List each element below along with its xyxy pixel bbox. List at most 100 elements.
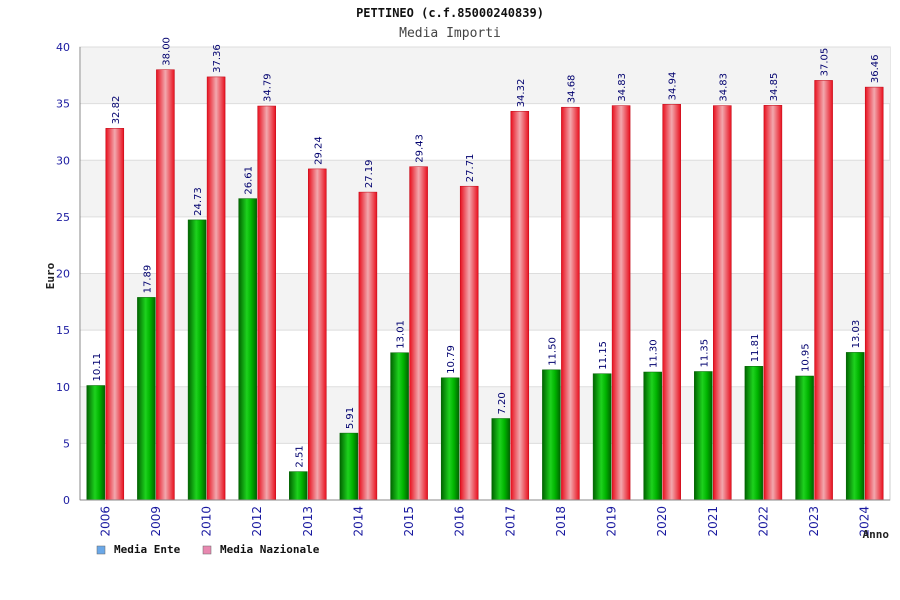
- bar-media-ente: [643, 371, 662, 501]
- bar-media-nazionale: [561, 106, 580, 501]
- data-label-media-nazionale: 36.46: [870, 54, 881, 83]
- data-label-media-ente: 24.73: [193, 187, 204, 216]
- data-label-media-nazionale: 27.71: [465, 154, 476, 183]
- x-axis-label: Anno: [863, 528, 890, 541]
- y-tick-label: 0: [63, 494, 70, 507]
- chart-subtitle: Media Importi: [399, 26, 501, 41]
- data-label-media-nazionale: 34.85: [769, 73, 780, 102]
- bar-media-nazionale: [510, 111, 530, 501]
- x-tick-label: 2023: [807, 506, 821, 537]
- bar-media-ente: [795, 375, 814, 501]
- data-label-media-ente: 11.30: [649, 339, 660, 368]
- x-tick-label: 2024: [858, 506, 872, 537]
- legend-swatch-media-nazionale: [202, 545, 212, 555]
- data-label-media-ente: 7.20: [497, 392, 508, 414]
- bar-media-ente: [694, 371, 713, 501]
- data-label-media-ente: 17.89: [142, 265, 153, 294]
- bar-media-nazionale: [611, 105, 631, 501]
- bar-media-ente: [238, 198, 257, 501]
- data-label-media-nazionale: 34.83: [617, 73, 628, 102]
- x-tick-label: 2019: [605, 506, 619, 537]
- x-tick-label: 2020: [655, 506, 669, 537]
- x-tick-label: 2014: [351, 506, 365, 537]
- x-tick-label: 2018: [554, 506, 568, 537]
- x-axis-ticks: 2006 2009 2010 2012 2013 2014 2015 2016 2017 2018…: [98, 506, 871, 537]
- bar-media-nazionale: [409, 166, 428, 501]
- legend-swatch-media-ente: [96, 545, 106, 555]
- bar-media-ente: [86, 385, 106, 501]
- x-tick-label: 2009: [149, 506, 163, 537]
- x-tick-label: 2017: [503, 506, 517, 537]
- bars: [86, 69, 884, 501]
- bar-media-nazionale: [864, 86, 884, 501]
- data-label-media-nazionale: 34.83: [718, 73, 729, 102]
- bar-media-nazionale: [105, 128, 125, 501]
- data-label-media-nazionale: 38.00: [161, 37, 172, 66]
- legend: Media Ente Media Nazionale: [96, 543, 320, 556]
- x-tick-label: 2016: [453, 506, 467, 537]
- y-axis-ticks: 0 5 10 15 20 25 30 35 40: [56, 41, 70, 507]
- bar-media-ente: [390, 352, 409, 501]
- bar-media-ente: [339, 432, 359, 501]
- data-label-media-ente: 11.81: [750, 334, 761, 363]
- bar-media-nazionale: [662, 104, 681, 501]
- data-label-media-ente: 11.50: [547, 337, 558, 366]
- bar-media-ente: [542, 369, 561, 501]
- data-label-media-nazionale: 29.24: [313, 136, 324, 165]
- y-axis-label: Euro: [44, 262, 57, 289]
- data-label-media-ente: 13.03: [851, 320, 862, 349]
- bar-media-ente: [440, 377, 460, 501]
- x-tick-label: 2006: [98, 506, 112, 537]
- data-label-media-nazionale: 29.43: [415, 134, 426, 163]
- bar-media-ente: [137, 297, 156, 501]
- y-tick-label: 20: [56, 268, 70, 281]
- data-label-media-ente: 11.15: [598, 341, 609, 370]
- x-tick-label: 2010: [200, 506, 214, 537]
- y-tick-label: 15: [56, 324, 70, 337]
- y-tick-label: 10: [56, 381, 70, 394]
- legend-label-media-nazionale: Media Nazionale: [220, 543, 320, 556]
- data-label-media-nazionale: 37.05: [820, 48, 831, 77]
- bar-media-ente: [187, 219, 207, 501]
- data-label-media-ente: 10.95: [801, 343, 812, 372]
- bar-media-nazionale: [763, 105, 783, 501]
- bar-media-ente: [491, 418, 511, 501]
- y-tick-label: 30: [56, 154, 70, 167]
- data-label-media-nazionale: 37.36: [212, 44, 223, 73]
- data-label-media-ente: 2.51: [294, 445, 305, 467]
- x-tick-label: 2013: [301, 506, 315, 537]
- data-label-media-nazionale: 34.32: [516, 79, 527, 108]
- bar-media-ente: [744, 366, 764, 501]
- bar-media-ente: [289, 471, 308, 501]
- bar-media-ente: [845, 352, 865, 501]
- x-tick-label: 2022: [756, 506, 770, 537]
- bar-media-nazionale: [814, 80, 833, 501]
- bar-media-nazionale: [257, 105, 276, 501]
- legend-label-media-ente: Media Ente: [114, 543, 181, 556]
- bar-media-nazionale: [459, 185, 479, 501]
- data-label-media-nazionale: 32.82: [111, 96, 122, 125]
- data-label-media-ente: 5.91: [345, 407, 356, 429]
- data-label-media-ente: 10.79: [446, 345, 457, 374]
- x-tick-label: 2012: [250, 506, 264, 537]
- y-tick-label: 40: [56, 41, 70, 54]
- y-tick-label: 25: [56, 211, 70, 224]
- x-tick-label: 2021: [706, 506, 720, 537]
- data-label-media-nazionale: 27.19: [364, 159, 375, 188]
- data-label-media-nazionale: 34.68: [566, 75, 577, 104]
- data-label-media-ente: 26.61: [244, 166, 255, 195]
- bar-media-nazionale: [713, 105, 732, 501]
- bar-media-nazionale: [156, 69, 175, 501]
- bar-media-ente: [592, 373, 612, 501]
- bar-media-nazionale: [308, 168, 327, 501]
- data-label-media-nazionale: 34.94: [668, 72, 679, 101]
- y-tick-label: 35: [56, 98, 70, 111]
- data-labels: 10.11 32.82 17.89 38.00 24.73 37.36 26.61 34.79…: [92, 37, 881, 468]
- chart-title: PETTINEO (c.f.85000240839): [356, 6, 544, 20]
- y-tick-label: 5: [63, 437, 70, 450]
- x-tick-label: 2015: [402, 506, 416, 537]
- data-label-media-ente: 10.11: [92, 353, 103, 382]
- bar-media-nazionale: [358, 191, 378, 501]
- data-label-media-nazionale: 34.79: [263, 73, 274, 102]
